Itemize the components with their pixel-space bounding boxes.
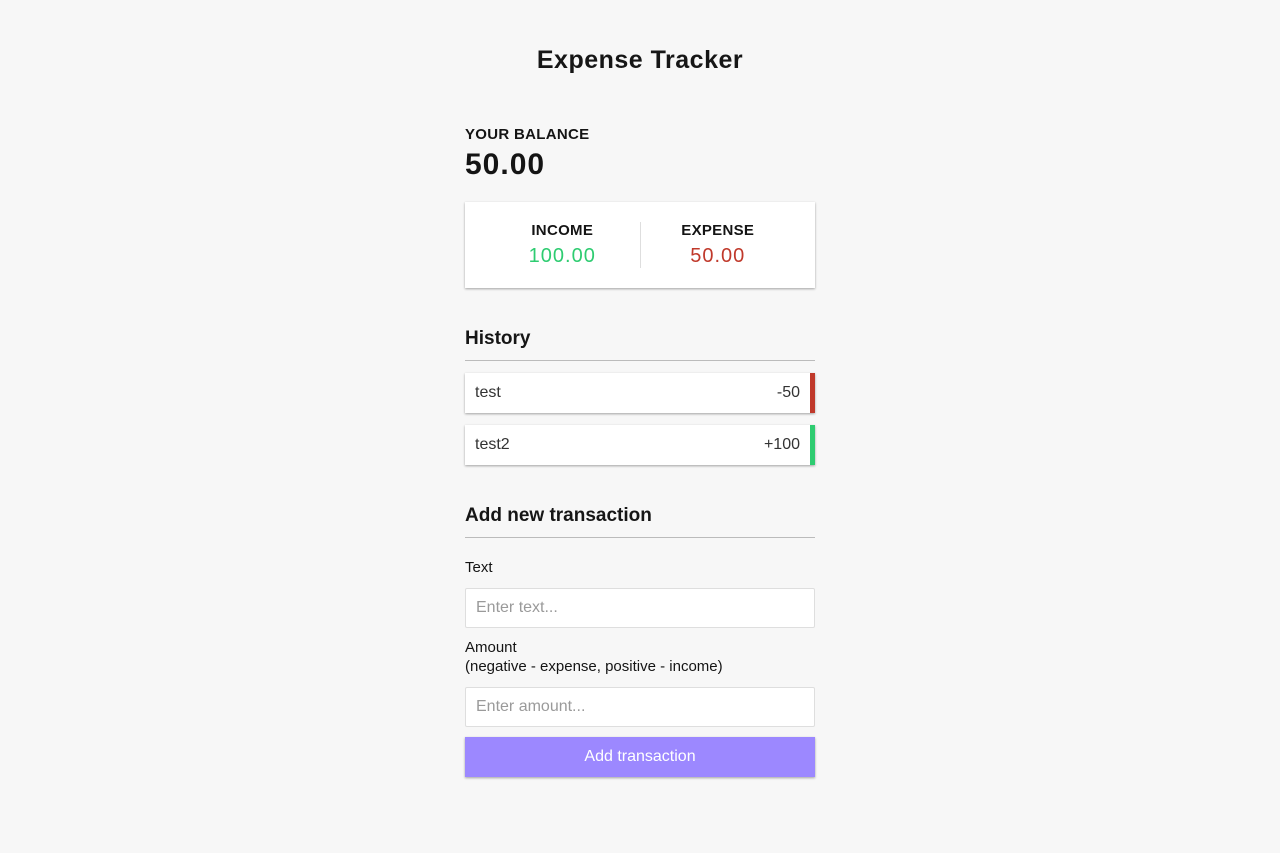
amount-field-group: Amount (negative - expense, positive - in… bbox=[465, 628, 815, 727]
transaction-list: test -50 test2 +100 bbox=[465, 373, 815, 466]
balance-value: 50.00 bbox=[465, 148, 546, 182]
add-transaction-form: Text Amount (negative - expense, positive… bbox=[465, 548, 815, 777]
add-transaction-title: Add new transaction bbox=[465, 505, 815, 539]
income-label: INCOME bbox=[531, 222, 594, 240]
income-summary: INCOME 100.00 bbox=[485, 222, 641, 269]
transaction-amount: +100 bbox=[763, 436, 800, 454]
main-container: YOUR BALANCE 50.00 INCOME 100.00 EXPENSE… bbox=[465, 126, 815, 807]
text-field-group: Text bbox=[465, 548, 815, 628]
transaction-amount: -50 bbox=[776, 384, 800, 402]
amount-hint-text: (negative - expense, positive - income) bbox=[465, 658, 723, 676]
expense-summary: EXPENSE 50.00 bbox=[641, 222, 796, 268]
transaction-text: test2 bbox=[475, 436, 510, 454]
text-label: Text bbox=[465, 559, 493, 577]
amount-input[interactable] bbox=[465, 686, 815, 727]
expense-value: 50.00 bbox=[690, 245, 746, 268]
summary-card: INCOME 100.00 EXPENSE 50.00 bbox=[465, 202, 815, 289]
add-transaction-button[interactable]: Add transaction bbox=[465, 736, 815, 777]
income-value: 100.00 bbox=[528, 245, 596, 268]
transaction-item: test -50 bbox=[465, 373, 815, 414]
page-title: Expense Tracker bbox=[536, 46, 744, 75]
amount-label: Amount (negative - expense, positive - in… bbox=[465, 638, 723, 677]
transaction-text: test bbox=[475, 384, 501, 402]
history-title: History bbox=[465, 328, 815, 362]
text-input[interactable] bbox=[465, 587, 815, 628]
amount-label-text: Amount bbox=[465, 638, 517, 656]
transaction-item: test2 +100 bbox=[465, 425, 815, 466]
balance-label: YOUR BALANCE bbox=[465, 126, 590, 144]
expense-label: EXPENSE bbox=[681, 222, 755, 240]
